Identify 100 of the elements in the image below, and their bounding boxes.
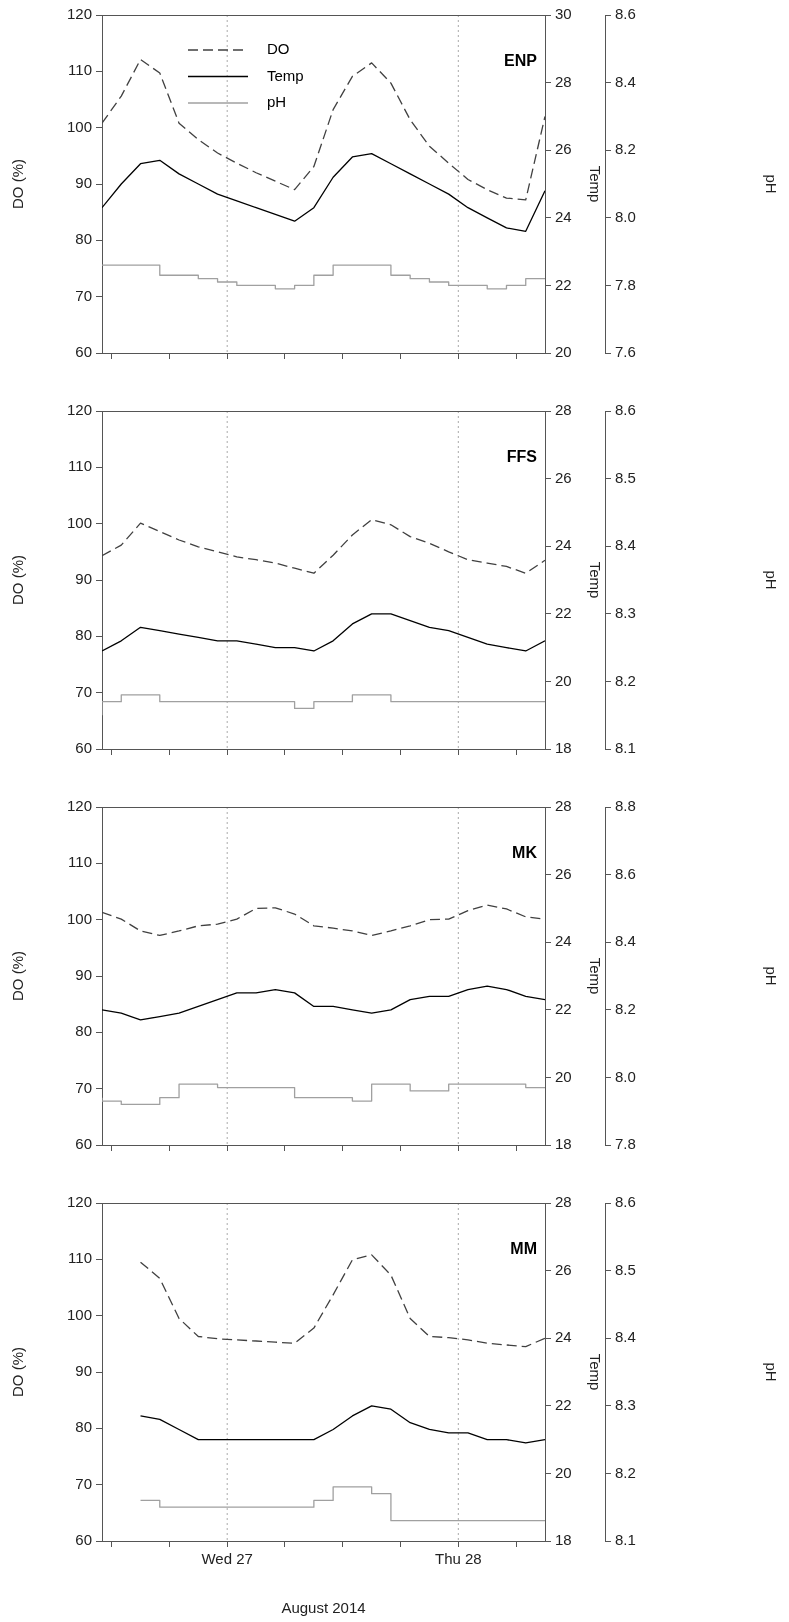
y3-tick-label: 8.2 [615, 140, 636, 158]
y2-tick-label: 20 [555, 343, 572, 361]
y-tick-label: 120 [66, 1193, 92, 1211]
y3-tick-label: 8.0 [615, 1067, 636, 1085]
text: MM [510, 1240, 537, 1258]
y-tick-label: 60 [75, 1135, 92, 1153]
y-tick-label: 100 [66, 909, 92, 927]
y-tick-label: 70 [75, 682, 92, 700]
y-tick-label: 60 [75, 343, 92, 361]
y-tick-label: 90 [75, 570, 92, 588]
y3-axis-title: pH [762, 966, 780, 986]
x-axis-title: August 2014 [281, 1599, 366, 1617]
y2-tick-label: 22 [555, 1395, 572, 1413]
y-axis-title: DO (%) [9, 555, 27, 605]
y-tick-label: 120 [66, 401, 92, 419]
y-tick-label: 80 [75, 626, 92, 644]
y3-axis-title: pH [762, 570, 780, 590]
y3-tick-label: 8.2 [615, 999, 636, 1017]
y-tick-label: 60 [75, 739, 92, 757]
y2-tick-label: 26 [555, 468, 572, 486]
y2-tick-label: 20 [555, 671, 572, 689]
y3-tick-label: 7.8 [615, 275, 636, 293]
y2-tick-label: 28 [555, 1193, 572, 1211]
y3-tick-label: 8.3 [615, 1395, 636, 1413]
y2-tick-label: 26 [555, 1260, 572, 1278]
text: FFS [506, 448, 538, 466]
y-tick-label: 80 [75, 1418, 92, 1436]
y2-axis-title: Temp [586, 165, 604, 203]
text: MK [512, 844, 538, 862]
y-tick-label: 100 [66, 117, 92, 135]
legend-label: pH [267, 93, 287, 111]
y3-tick-label: 8.4 [615, 72, 636, 90]
y-tick-label: 70 [75, 286, 92, 304]
y2-tick-label: 28 [555, 401, 572, 419]
y-tick-label: 100 [66, 1305, 92, 1323]
y3-tick-label: 8.6 [615, 5, 636, 23]
y3-tick-label: 8.2 [615, 1463, 636, 1481]
y3-tick-label: 8.5 [615, 468, 636, 486]
y3-tick-label: 8.2 [615, 671, 636, 689]
x-tick-label: Thu 28 [434, 1550, 482, 1568]
y3-tick-label: 8.4 [615, 932, 636, 950]
y2-tick-label: 18 [555, 739, 572, 757]
y3-tick-label: 8.0 [615, 207, 636, 225]
y-axis-title: DO (%) [9, 159, 27, 209]
y-tick-label: 90 [75, 1362, 92, 1380]
y2-tick-label: 28 [555, 72, 572, 90]
y3-tick-label: 8.1 [615, 1531, 636, 1549]
y3-tick-label: 7.6 [615, 343, 636, 361]
y-tick-label: 110 [68, 457, 92, 475]
y3-axis-title: pH [762, 1362, 780, 1382]
y-axis-title: DO (%) [9, 951, 27, 1001]
y2-tick-label: 22 [555, 603, 572, 621]
y3-tick-label: 8.8 [615, 797, 636, 815]
y2-tick-label: 30 [555, 5, 572, 23]
y-tick-label: 70 [75, 1078, 92, 1096]
y2-tick-label: 26 [555, 140, 572, 158]
y3-tick-label: 8.3 [615, 603, 636, 621]
y-tick-label: 90 [75, 966, 92, 984]
line-series [139, 1254, 545, 1348]
y-tick-label: 110 [68, 1249, 92, 1267]
y3-tick-label: 8.6 [615, 401, 636, 419]
y2-tick-label: 22 [555, 999, 572, 1017]
y2-axis-title: Temp [586, 561, 604, 599]
y3-tick-label: 7.8 [615, 1135, 636, 1153]
line-series [102, 519, 545, 574]
y2-tick-label: 18 [555, 1135, 572, 1153]
y2-tick-label: 24 [555, 536, 572, 554]
y3-tick-label: 8.4 [615, 1328, 636, 1346]
y2-tick-label: 20 [555, 1067, 572, 1085]
y-tick-label: 120 [66, 5, 92, 23]
y3-tick-label: 8.6 [615, 864, 636, 882]
legend-label: DO [267, 40, 290, 58]
y3-tick-label: 8.6 [615, 1193, 636, 1211]
y3-tick-label: 8.1 [615, 739, 636, 757]
y3-tick-label: 8.4 [615, 536, 636, 554]
y-tick-label: 110 [68, 61, 92, 79]
y2-tick-label: 20 [555, 1463, 572, 1481]
y2-tick-label: 28 [555, 797, 572, 815]
y2-tick-label: 24 [555, 932, 572, 950]
y-tick-label: 120 [66, 797, 92, 815]
y-tick-label: 100 [66, 513, 92, 531]
y2-tick-label: 24 [555, 207, 572, 225]
y-axis-title: DO (%) [9, 1347, 27, 1397]
text: ENP [504, 52, 538, 70]
y-tick-label: 60 [75, 1531, 92, 1549]
y2-tick-label: 22 [555, 275, 572, 293]
y3-tick-label: 8.5 [615, 1260, 636, 1278]
y-tick-label: 110 [68, 853, 92, 871]
y-tick-label: 80 [75, 1022, 92, 1040]
legend-label: Temp [267, 66, 304, 84]
y2-axis-title: Temp [586, 957, 604, 995]
y2-tick-label: 18 [555, 1531, 572, 1549]
y-tick-label: 90 [75, 174, 92, 192]
x-tick-label: Wed 27 [201, 1550, 253, 1568]
y2-axis-title: Temp [586, 1353, 604, 1391]
y2-tick-label: 26 [555, 864, 572, 882]
y-tick-label: 80 [75, 230, 92, 248]
y3-axis-title: pH [762, 174, 780, 194]
y2-tick-label: 24 [555, 1328, 572, 1346]
y-tick-label: 70 [75, 1474, 92, 1492]
